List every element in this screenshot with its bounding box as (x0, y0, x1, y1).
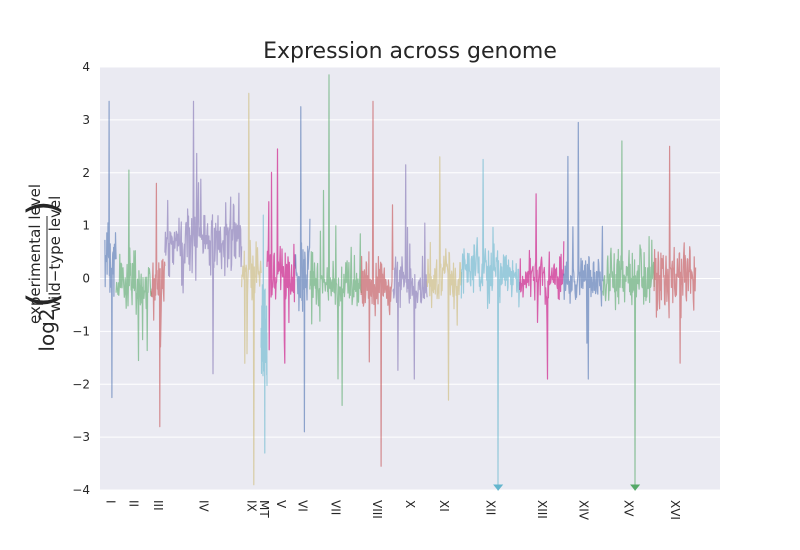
series-line-II (115, 169, 152, 362)
y-tick-label: −2 (72, 377, 90, 391)
series-VIII (360, 100, 394, 467)
chart-title: Expression across genome (263, 39, 557, 64)
series-line-VI (294, 106, 311, 433)
y-axis-label-close-paren: ) (20, 200, 66, 216)
y-axis-label-prefix: log2 (35, 308, 59, 351)
series-II (115, 169, 152, 362)
series-line-V (266, 148, 296, 364)
series-XIV (563, 121, 604, 380)
y-tick-label: −1 (72, 324, 90, 338)
x-tick-label-I: I (103, 500, 117, 504)
series-XI (426, 156, 462, 401)
series-XV (602, 140, 655, 491)
y-tick-label: −4 (72, 483, 90, 497)
x-tick-label-VII: VII (329, 500, 343, 515)
x-tick-label-XII: XII (484, 500, 498, 515)
y-tick-label: −3 (72, 430, 90, 444)
series-I (104, 100, 117, 399)
x-tick-label-VIII: VIII (370, 500, 384, 519)
series-line-XII (460, 158, 521, 491)
y-tick-label: 1 (82, 219, 90, 233)
x-tick-label-V: V (274, 500, 288, 509)
series-line-MT (260, 214, 268, 454)
y-tick-label: 0 (82, 272, 90, 286)
y-tick-label: 4 (82, 60, 90, 74)
x-tick-label-II: II (127, 500, 141, 507)
series-line-XV (602, 140, 655, 491)
series-III (150, 182, 166, 428)
series-line-XVI (653, 145, 697, 364)
x-tick-label-XI: XI (437, 500, 451, 512)
series-line-IV (164, 100, 243, 375)
clip-arrow-XII (493, 484, 504, 491)
y-axis-ticks: −4 −3 −2 −1 0 1 2 3 4 (72, 60, 90, 497)
data-marks (104, 74, 697, 491)
series-IX (241, 92, 262, 486)
series-X (392, 164, 428, 380)
series-IV (164, 100, 243, 375)
x-tick-label-VI: VI (296, 500, 310, 512)
clip-arrow-XV (630, 484, 641, 491)
y-axis-label-open-paren: ( (20, 292, 66, 308)
series-line-I (104, 100, 117, 399)
series-VI (294, 106, 311, 433)
x-tick-label-III: III (151, 500, 165, 511)
series-XIII (519, 193, 565, 380)
y-tick-label: 2 (82, 166, 90, 180)
x-tick-label-XIV: XIV (576, 500, 590, 521)
series-line-XI (426, 156, 462, 401)
series-XII (460, 158, 521, 491)
series-V (266, 148, 296, 364)
series-XVI (653, 145, 697, 364)
y-axis-label-denominator: wild−type level (46, 196, 64, 313)
y-axis-label: log2 ( experimental level wild−type leve… (20, 184, 66, 352)
x-tick-label-MT: MT (257, 500, 271, 518)
grid (100, 66, 720, 491)
series-line-XIII (519, 193, 565, 380)
series-MT (260, 214, 268, 454)
x-tick-label-XV: XV (621, 500, 635, 517)
series-line-III (150, 182, 166, 428)
series-line-XIV (563, 121, 604, 380)
x-tick-label-IX: IX (244, 500, 258, 512)
series-line-X (392, 164, 428, 380)
series-line-VIII (360, 100, 394, 467)
series-line-IX (241, 92, 262, 486)
x-tick-label-XVI: XVI (668, 500, 682, 520)
y-tick-label: 3 (82, 113, 90, 127)
y-axis-label-numerator: experimental level (26, 184, 44, 324)
x-tick-label-IV: IV (196, 500, 210, 513)
x-tick-label-XIII: XIII (535, 500, 549, 519)
series-line-VII (309, 74, 362, 406)
series-VII (309, 74, 362, 406)
x-tick-label-X: X (403, 500, 417, 508)
